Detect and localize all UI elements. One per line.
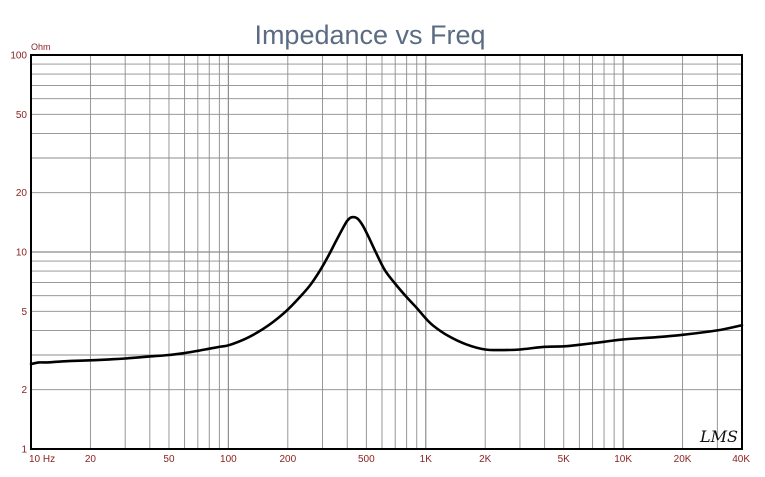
- y-tick-label: 10: [16, 248, 28, 259]
- y-tick-label: 2: [21, 385, 27, 396]
- x-tick-label: 20: [85, 454, 97, 465]
- x-tick-label: 100: [220, 454, 237, 465]
- y-tick-label: 50: [16, 110, 28, 121]
- y-axis-ticks: 1 2 5 10 20 50 100: [10, 51, 27, 456]
- x-tick-label: 5K: [558, 454, 571, 465]
- x-tick-label: 10K: [614, 454, 632, 465]
- x-tick-label: 20K: [674, 454, 692, 465]
- x-tick-label: 50: [163, 454, 175, 465]
- impedance-series-line: [29, 215, 744, 366]
- x-tick-label: 200: [279, 454, 296, 465]
- y-tick-label: 5: [21, 307, 27, 318]
- y-tick-label: 1: [21, 445, 27, 456]
- x-tick-label: 1K: [420, 454, 433, 465]
- y-tick-label: 100: [10, 51, 27, 62]
- x-tick-label: 2K: [479, 454, 492, 465]
- chart-title: Impedance vs Freq: [254, 20, 485, 50]
- lms-watermark: LMS: [699, 427, 738, 446]
- x-axis-ticks: 10 Hz 20 50 100 200 500 1K 2K 5K 10K 20K 40K: [29, 454, 750, 465]
- y-unit-label: Ohm: [31, 42, 51, 52]
- plot-frame: [30, 54, 743, 450]
- x-tick-label: 10 Hz: [29, 454, 55, 465]
- y-tick-label: 20: [16, 188, 28, 199]
- grid: [31, 55, 742, 449]
- x-tick-label: 40K: [732, 454, 750, 465]
- x-tick-label: 500: [358, 454, 375, 465]
